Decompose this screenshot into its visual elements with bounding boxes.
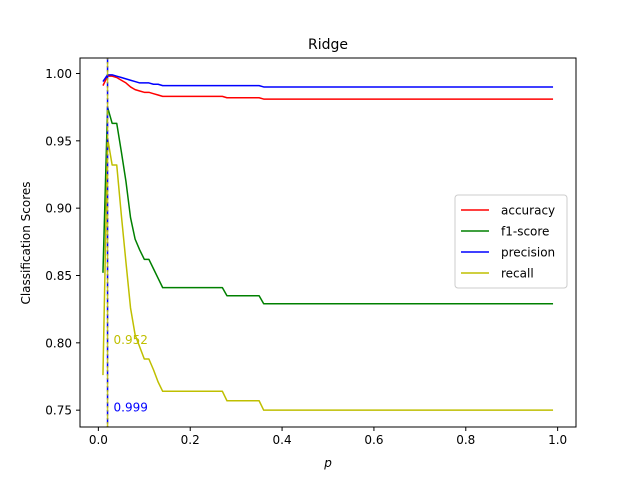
legend-box (454, 194, 568, 289)
chart-title: Ridge (308, 37, 348, 53)
x-tick-label: 0.2 (181, 433, 200, 447)
annotation-label-1: 0.999 (114, 400, 148, 414)
y-tick-label: 0.80 (45, 336, 72, 350)
legend-label-precision: precision (501, 246, 555, 260)
y-axis-label: Classification Scores (19, 181, 33, 304)
x-tick-label: 0.0 (89, 433, 108, 447)
series-line-accuracy (102, 75, 554, 100)
series-line-recall (102, 137, 554, 411)
x-tick-label: 0.8 (456, 433, 475, 447)
x-tick-label: 0.6 (364, 433, 383, 447)
y-tick-label: 0.90 (45, 202, 72, 216)
plot-area: 0.952 0.999 0.0 0.2 0.4 0.6 0.8 1.0 0.75 0.80 0.85… (45, 57, 577, 447)
series-line-f1-score (102, 106, 554, 305)
legend-label-f1-score: f1-score (501, 225, 549, 239)
x-tick-label: 1.0 (548, 433, 567, 447)
legend-label-recall: recall (501, 267, 534, 281)
series-line-precision (102, 74, 554, 88)
y-tick-label: 1.00 (45, 67, 72, 81)
axes-frame (79, 57, 577, 428)
legend-label-accuracy: accuracy (501, 204, 555, 218)
y-tick-label: 0.75 (45, 404, 72, 418)
x-tick-label: 0.4 (273, 433, 292, 447)
y-tick-label: 0.95 (45, 134, 72, 148)
annotation-label-0: 0.952 (114, 333, 148, 347)
legend: accuracy f1-score precision recall (454, 194, 568, 289)
x-axis-label: p (323, 456, 332, 470)
y-tick-label: 0.85 (45, 269, 72, 283)
